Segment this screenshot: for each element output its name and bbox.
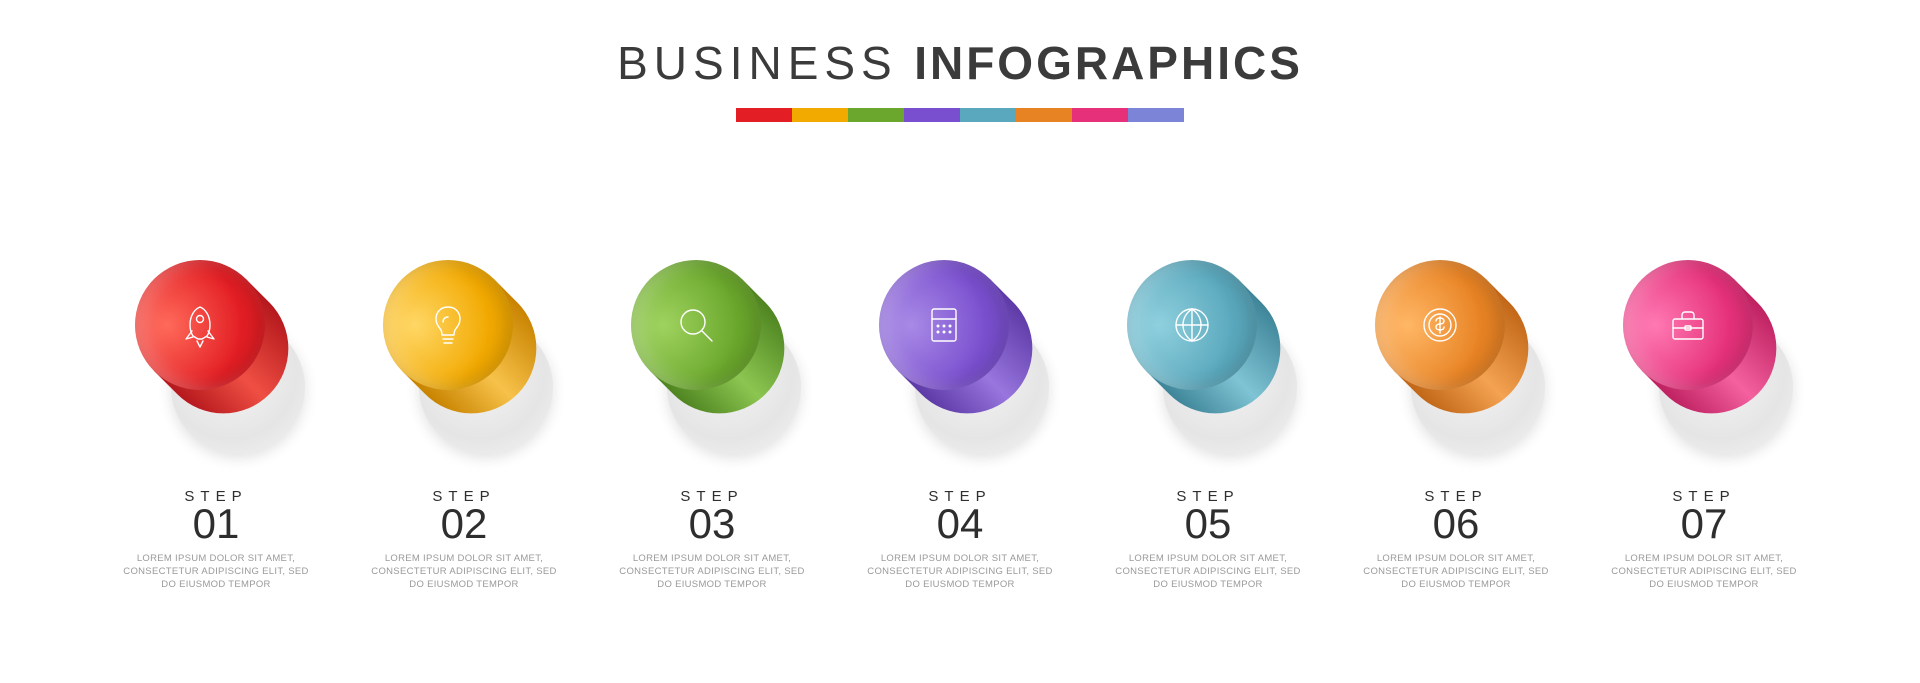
step: STEP03LOREM IPSUM DOLOR SIT AMET, CONSEC… [617, 262, 807, 591]
step-number: 06 [1361, 503, 1551, 545]
cylinder [1361, 262, 1551, 462]
magnifier-icon [672, 301, 720, 349]
step-text: STEP03LOREM IPSUM DOLOR SIT AMET, CONSEC… [617, 488, 807, 591]
steps-row: STEP01LOREM IPSUM DOLOR SIT AMET, CONSEC… [0, 262, 1920, 591]
step-body: LOREM IPSUM DOLOR SIT AMET, CONSECTETUR … [1361, 553, 1551, 591]
step: STEP06LOREM IPSUM DOLOR SIT AMET, CONSEC… [1361, 262, 1551, 591]
step-number: 05 [1113, 503, 1303, 545]
swatch [1128, 108, 1184, 122]
title-thin: BUSINESS [617, 37, 898, 89]
step-text: STEP07LOREM IPSUM DOLOR SIT AMET, CONSEC… [1609, 488, 1799, 591]
step-body: LOREM IPSUM DOLOR SIT AMET, CONSECTETUR … [1113, 553, 1303, 591]
swatch [960, 108, 1016, 122]
step: STEP07LOREM IPSUM DOLOR SIT AMET, CONSEC… [1609, 262, 1799, 591]
cylinder [1113, 262, 1303, 462]
calculator-icon [920, 301, 968, 349]
title: BUSINESS INFOGRAPHICS [0, 0, 1920, 90]
briefcase-icon [1664, 301, 1712, 349]
cylinder [617, 262, 807, 462]
step-body: LOREM IPSUM DOLOR SIT AMET, CONSECTETUR … [369, 553, 559, 591]
step: STEP04LOREM IPSUM DOLOR SIT AMET, CONSEC… [865, 262, 1055, 591]
step: STEP02LOREM IPSUM DOLOR SIT AMET, CONSEC… [369, 262, 559, 591]
swatch [848, 108, 904, 122]
coin-icon [1416, 301, 1464, 349]
infographic-canvas: BUSINESS INFOGRAPHICS STEP01LOREM IPSUM … [0, 0, 1920, 683]
step-body: LOREM IPSUM DOLOR SIT AMET, CONSECTETUR … [865, 553, 1055, 591]
step-text: STEP04LOREM IPSUM DOLOR SIT AMET, CONSEC… [865, 488, 1055, 591]
swatch [1072, 108, 1128, 122]
title-bold: INFOGRAPHICS [914, 37, 1303, 89]
swatch [736, 108, 792, 122]
step-number: 03 [617, 503, 807, 545]
step-text: STEP02LOREM IPSUM DOLOR SIT AMET, CONSEC… [369, 488, 559, 591]
step: STEP01LOREM IPSUM DOLOR SIT AMET, CONSEC… [121, 262, 311, 591]
step-body: LOREM IPSUM DOLOR SIT AMET, CONSECTETUR … [617, 553, 807, 591]
swatch [792, 108, 848, 122]
step-body: LOREM IPSUM DOLOR SIT AMET, CONSECTETUR … [1609, 553, 1799, 591]
cylinder [865, 262, 1055, 462]
step-text: STEP06LOREM IPSUM DOLOR SIT AMET, CONSEC… [1361, 488, 1551, 591]
step-number: 01 [121, 503, 311, 545]
swatch [904, 108, 960, 122]
step: STEP05LOREM IPSUM DOLOR SIT AMET, CONSEC… [1113, 262, 1303, 591]
cylinder [121, 262, 311, 462]
step-body: LOREM IPSUM DOLOR SIT AMET, CONSECTETUR … [121, 553, 311, 591]
swatch [1016, 108, 1072, 122]
step-number: 07 [1609, 503, 1799, 545]
step-text: STEP05LOREM IPSUM DOLOR SIT AMET, CONSEC… [1113, 488, 1303, 591]
cylinder [1609, 262, 1799, 462]
globe-icon [1168, 301, 1216, 349]
step-text: STEP01LOREM IPSUM DOLOR SIT AMET, CONSEC… [121, 488, 311, 591]
rocket-icon [176, 301, 224, 349]
step-number: 02 [369, 503, 559, 545]
cylinder [369, 262, 559, 462]
swatch-bar [0, 108, 1920, 122]
step-number: 04 [865, 503, 1055, 545]
lightbulb-icon [424, 301, 472, 349]
